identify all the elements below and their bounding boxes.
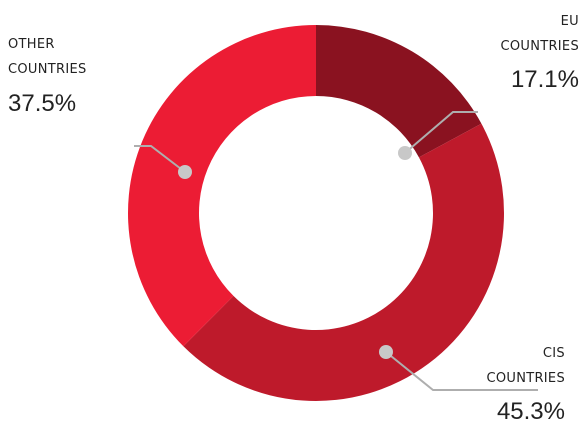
other-label-line-2: COUNTRIES xyxy=(8,62,87,77)
leader-dot-other xyxy=(178,165,192,179)
slice-labels: EU COUNTRIES 17.1% CIS COUNTRIES 45.3% O… xyxy=(8,14,579,425)
leader-line-other xyxy=(134,145,186,173)
other-value-label: 37.5% xyxy=(8,90,76,117)
cis-label-line-2: COUNTRIES xyxy=(486,371,565,386)
leader-line-eu xyxy=(404,111,478,154)
donut-slices xyxy=(128,25,504,401)
leader-dot-cis xyxy=(379,345,393,359)
other-label-line-1: OTHER xyxy=(8,37,55,52)
leader-dot-eu xyxy=(398,146,412,160)
leader-line-cis xyxy=(385,351,538,391)
cis-label-line-1: CIS xyxy=(543,346,565,361)
eu-label-line-1: EU xyxy=(561,14,579,29)
eu-label-line-2: COUNTRIES xyxy=(500,39,579,54)
donut-slice-cis xyxy=(183,123,504,401)
cis-value-label: 45.3% xyxy=(497,398,565,425)
eu-value-label: 17.1% xyxy=(511,66,579,93)
donut-slice-other xyxy=(128,25,316,347)
leader-lines xyxy=(134,111,538,391)
